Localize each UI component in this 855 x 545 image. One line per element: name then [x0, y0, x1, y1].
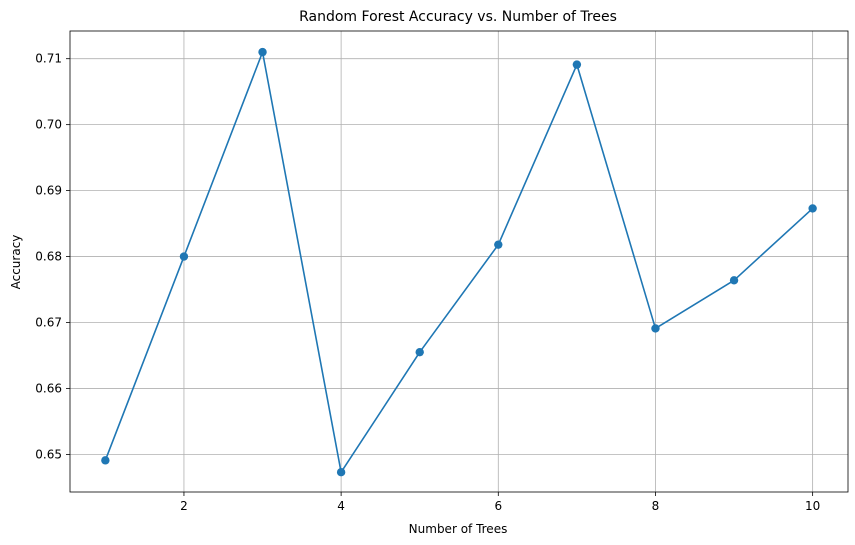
y-tick-label: 0.69 [35, 184, 62, 198]
y-axis-label: Accuracy [9, 235, 23, 290]
y-tick-label: 0.67 [35, 316, 62, 330]
y-tick-label: 0.66 [35, 381, 62, 395]
data-point [651, 324, 660, 333]
x-tick-label: 8 [652, 499, 660, 513]
x-tick-label: 2 [180, 499, 188, 513]
data-point [336, 468, 346, 477]
data-point [415, 347, 424, 357]
data-point [258, 47, 267, 57]
data-point [729, 276, 739, 285]
data-point [179, 252, 189, 261]
y-tick-label: 0.65 [35, 447, 62, 461]
y-tick-label: 0.71 [35, 52, 62, 66]
series-layer [101, 47, 817, 477]
grid [70, 31, 848, 492]
series-line [104, 51, 814, 474]
x-axis: 2 4 6 8 10 [180, 492, 820, 513]
y-tick-label: 0.68 [35, 250, 62, 264]
x-tick-label: 10 [805, 499, 820, 513]
y-axis: 0.65 0.66 0.67 0.68 0.69 0.70 0.71 [35, 52, 70, 461]
y-tick-label: 0.70 [35, 118, 62, 132]
chart-title: Random Forest Accuracy vs. Number of Tre… [299, 9, 617, 25]
plot-frame [69, 30, 849, 493]
data-point [101, 456, 110, 465]
x-tick-label: 6 [494, 499, 502, 513]
data-point [572, 60, 582, 69]
data-point [494, 240, 503, 249]
data-point [808, 204, 817, 213]
x-axis-label: Number of Trees [409, 522, 508, 536]
x-tick-label: 4 [337, 499, 345, 513]
